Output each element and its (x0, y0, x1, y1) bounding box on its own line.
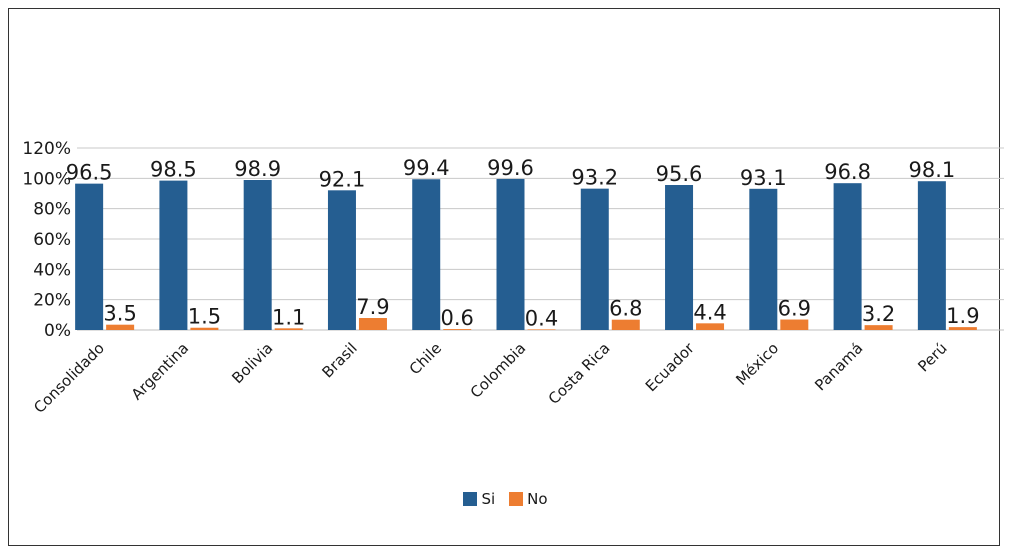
bar-no (612, 320, 640, 330)
data-label-no: 1.1 (272, 305, 305, 329)
bar-si (665, 185, 693, 330)
legend-swatch-si (463, 492, 477, 506)
bar-si (749, 189, 777, 330)
data-label-si: 93.2 (571, 166, 618, 190)
data-label-no: 0.6 (441, 306, 474, 330)
x-tick-label: Costa Rica (545, 339, 614, 408)
x-tick-label: Panamá (811, 339, 866, 394)
bar-si (244, 180, 272, 330)
y-tick-label: 20% (33, 291, 71, 311)
data-label-si: 92.1 (319, 167, 366, 191)
y-tick-label: 100% (22, 169, 71, 189)
x-tick-label: Argentina (128, 339, 192, 403)
x-tick-label: Bolivia (228, 339, 276, 387)
data-label-no: 6.8 (609, 297, 642, 321)
data-label-si: 99.6 (487, 156, 534, 180)
data-label-no: 1.9 (946, 304, 979, 328)
bar-si (328, 190, 356, 330)
y-tick-label: 0% (44, 321, 71, 341)
data-label-si: 98.1 (908, 158, 955, 182)
x-tick-label: Consolidado (30, 339, 108, 417)
data-label-si: 96.8 (824, 160, 871, 184)
data-label-no: 4.4 (693, 300, 726, 324)
y-tick-label: 60% (33, 230, 71, 250)
bar-si (75, 184, 103, 330)
x-axis: Consolidado Argentina Bolivia Brasil Chile Co… (30, 339, 950, 417)
data-label-si: 93.1 (740, 166, 787, 190)
data-label-si: 98.5 (150, 158, 197, 182)
data-label-si: 96.5 (66, 161, 113, 185)
x-tick-label: Perú (914, 339, 950, 375)
bar-si (497, 179, 525, 330)
x-tick-label: Colombia (467, 339, 530, 402)
data-label-si: 98.9 (234, 157, 281, 181)
x-tick-label: Brasil (318, 339, 360, 381)
data-label-no: 3.5 (103, 302, 136, 326)
data-label-si: 99.4 (403, 156, 450, 180)
data-label-no: 3.2 (862, 302, 895, 326)
bar-no (780, 320, 808, 330)
bar-si (412, 179, 440, 330)
x-tick-label: Chile (406, 339, 445, 378)
legend-item-si: Si (463, 490, 495, 508)
y-axis: 0% 20% 40% 60% 80% 100% 120% (22, 139, 71, 341)
data-label-no: 6.9 (778, 297, 811, 321)
legend: Si No (0, 490, 1011, 508)
data-label-si: 95.6 (656, 162, 703, 186)
data-label-no: 1.5 (188, 305, 221, 329)
x-tick-label: México (732, 339, 782, 389)
y-tick-label: 40% (33, 260, 71, 280)
bar-no (359, 318, 387, 330)
x-tick-label: Ecuador (642, 339, 699, 396)
legend-item-no: No (509, 490, 547, 508)
bar-si (581, 189, 609, 330)
y-tick-label: 80% (33, 200, 71, 220)
data-label-no: 0.4 (525, 306, 558, 330)
legend-swatch-no (509, 492, 523, 506)
legend-label-si: Si (481, 490, 495, 508)
y-tick-label: 120% (22, 139, 71, 159)
bar-si (918, 181, 946, 330)
bar-si (834, 183, 862, 330)
bar-si (159, 181, 187, 330)
legend-label-no: No (527, 490, 547, 508)
data-label-no: 7.9 (356, 295, 389, 319)
